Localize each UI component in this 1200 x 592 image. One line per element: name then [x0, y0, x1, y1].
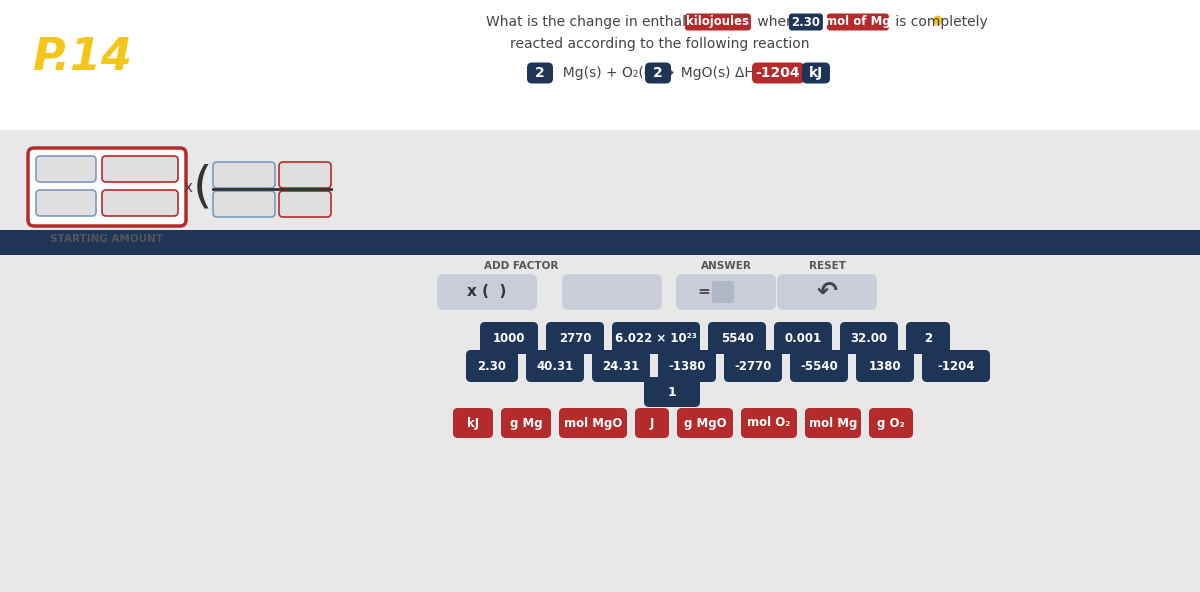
Text: Mg(s) + O₂(g) →: Mg(s) + O₂(g) →: [554, 66, 674, 80]
FancyBboxPatch shape: [562, 274, 662, 310]
Text: 40.31: 40.31: [536, 359, 574, 372]
Text: =: =: [697, 285, 710, 300]
FancyBboxPatch shape: [712, 281, 734, 303]
FancyBboxPatch shape: [869, 408, 913, 438]
FancyBboxPatch shape: [36, 156, 96, 182]
Text: -1204: -1204: [937, 359, 974, 372]
FancyBboxPatch shape: [774, 322, 832, 354]
Text: STARTING AMOUNT: STARTING AMOUNT: [50, 234, 163, 244]
Text: 2.30: 2.30: [478, 359, 506, 372]
FancyBboxPatch shape: [0, 230, 1200, 255]
Text: ↶: ↶: [816, 280, 838, 304]
Text: kJ: kJ: [809, 66, 823, 80]
Text: 24.31: 24.31: [602, 359, 640, 372]
Text: mol Mg: mol Mg: [809, 417, 857, 430]
FancyBboxPatch shape: [827, 14, 889, 31]
Text: when: when: [752, 15, 799, 29]
Text: mol MgO: mol MgO: [564, 417, 622, 430]
FancyBboxPatch shape: [502, 408, 551, 438]
Text: mol of Mg: mol of Mg: [826, 15, 890, 28]
Text: J: J: [650, 417, 654, 430]
Text: RESET: RESET: [809, 261, 846, 271]
FancyBboxPatch shape: [546, 322, 604, 354]
FancyBboxPatch shape: [559, 408, 628, 438]
Text: 5540: 5540: [720, 332, 754, 345]
FancyBboxPatch shape: [708, 322, 766, 354]
FancyBboxPatch shape: [278, 191, 331, 217]
FancyBboxPatch shape: [437, 274, 538, 310]
FancyBboxPatch shape: [644, 377, 700, 407]
FancyBboxPatch shape: [646, 63, 671, 83]
Text: P.14: P.14: [32, 37, 132, 79]
FancyBboxPatch shape: [612, 322, 700, 354]
FancyBboxPatch shape: [658, 350, 716, 382]
Text: x (  ): x ( ): [467, 285, 506, 300]
Text: ): ): [308, 163, 328, 211]
FancyBboxPatch shape: [28, 148, 186, 226]
Text: is completely: is completely: [890, 15, 988, 29]
FancyBboxPatch shape: [788, 14, 823, 31]
FancyBboxPatch shape: [676, 274, 776, 310]
Text: 1000: 1000: [493, 332, 526, 345]
FancyBboxPatch shape: [278, 162, 331, 188]
FancyBboxPatch shape: [840, 322, 898, 354]
FancyBboxPatch shape: [802, 63, 830, 83]
Text: What is the change in enthalpy in: What is the change in enthalpy in: [486, 15, 725, 29]
Text: 2: 2: [653, 66, 662, 80]
Text: 0.001: 0.001: [785, 332, 822, 345]
FancyBboxPatch shape: [102, 190, 178, 216]
Text: 2.30: 2.30: [792, 15, 821, 28]
Text: kilojoules: kilojoules: [686, 15, 749, 28]
FancyBboxPatch shape: [466, 350, 518, 382]
Text: 32.00: 32.00: [851, 332, 888, 345]
FancyBboxPatch shape: [790, 350, 848, 382]
Text: 1: 1: [667, 385, 677, 398]
Text: -1204: -1204: [756, 66, 800, 80]
Text: g Mg: g Mg: [510, 417, 542, 430]
Text: -2770: -2770: [734, 359, 772, 372]
Text: 2770: 2770: [559, 332, 592, 345]
FancyBboxPatch shape: [214, 162, 275, 188]
FancyBboxPatch shape: [214, 191, 275, 217]
FancyBboxPatch shape: [742, 408, 797, 438]
FancyBboxPatch shape: [635, 408, 670, 438]
FancyBboxPatch shape: [922, 350, 990, 382]
Text: g O₂: g O₂: [877, 417, 905, 430]
Text: ANSWER: ANSWER: [701, 261, 751, 271]
Text: kJ: kJ: [467, 417, 479, 430]
Text: g MgO: g MgO: [684, 417, 726, 430]
FancyBboxPatch shape: [685, 14, 751, 31]
FancyBboxPatch shape: [0, 0, 1200, 130]
Text: 2: 2: [924, 332, 932, 345]
Text: MgO(s) ΔH =: MgO(s) ΔH =: [672, 66, 770, 80]
FancyBboxPatch shape: [526, 350, 584, 382]
Text: (: (: [192, 163, 211, 211]
FancyBboxPatch shape: [677, 408, 733, 438]
Text: -5540: -5540: [800, 359, 838, 372]
FancyBboxPatch shape: [778, 274, 877, 310]
FancyBboxPatch shape: [752, 63, 804, 83]
FancyBboxPatch shape: [480, 322, 538, 354]
FancyBboxPatch shape: [454, 408, 493, 438]
Text: reacted according to the following reaction: reacted according to the following react…: [510, 37, 810, 51]
Text: -1380: -1380: [668, 359, 706, 372]
Text: x: x: [184, 179, 192, 195]
FancyBboxPatch shape: [0, 255, 1200, 592]
FancyBboxPatch shape: [856, 350, 914, 382]
Text: 6.022 × 10²³: 6.022 × 10²³: [616, 332, 697, 345]
Text: 1380: 1380: [869, 359, 901, 372]
FancyBboxPatch shape: [36, 190, 96, 216]
FancyBboxPatch shape: [527, 63, 553, 83]
FancyBboxPatch shape: [906, 322, 950, 354]
Text: 2: 2: [535, 66, 545, 80]
FancyBboxPatch shape: [724, 350, 782, 382]
Text: mol O₂: mol O₂: [748, 417, 791, 430]
FancyBboxPatch shape: [102, 156, 178, 182]
FancyBboxPatch shape: [592, 350, 650, 382]
FancyBboxPatch shape: [805, 408, 862, 438]
Text: ADD FACTOR: ADD FACTOR: [484, 261, 558, 271]
